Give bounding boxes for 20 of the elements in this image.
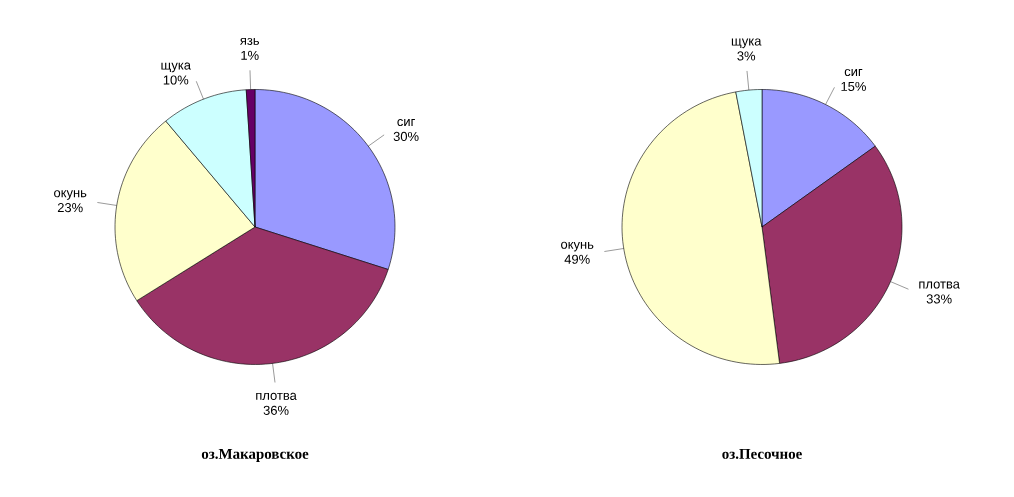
slice-label: плотва xyxy=(256,392,297,400)
data-label: 36% xyxy=(263,405,289,415)
data-label: 10% xyxy=(163,75,189,85)
slice-label: окунь xyxy=(54,190,87,200)
text: оз.Макаровское xyxy=(201,448,309,462)
data-label: 33% xyxy=(926,294,952,304)
slice-label: сиг xyxy=(397,118,415,127)
data-label: 49% xyxy=(564,254,590,264)
slice-label: язь xyxy=(239,37,260,45)
data-label: 15% xyxy=(841,81,866,91)
data-label: 3% xyxy=(737,51,756,61)
text: оз.Песочное xyxy=(722,448,802,459)
slice-label: щука xyxy=(731,38,762,49)
slice-label: щука xyxy=(161,62,191,73)
data-label: 23% xyxy=(57,203,83,213)
data-label: 30% xyxy=(393,131,419,142)
slice-label: плотва xyxy=(919,281,960,289)
data-label: 1% xyxy=(241,50,259,60)
slice-label: сиг xyxy=(844,68,863,77)
slice-label: окунь xyxy=(561,241,594,252)
